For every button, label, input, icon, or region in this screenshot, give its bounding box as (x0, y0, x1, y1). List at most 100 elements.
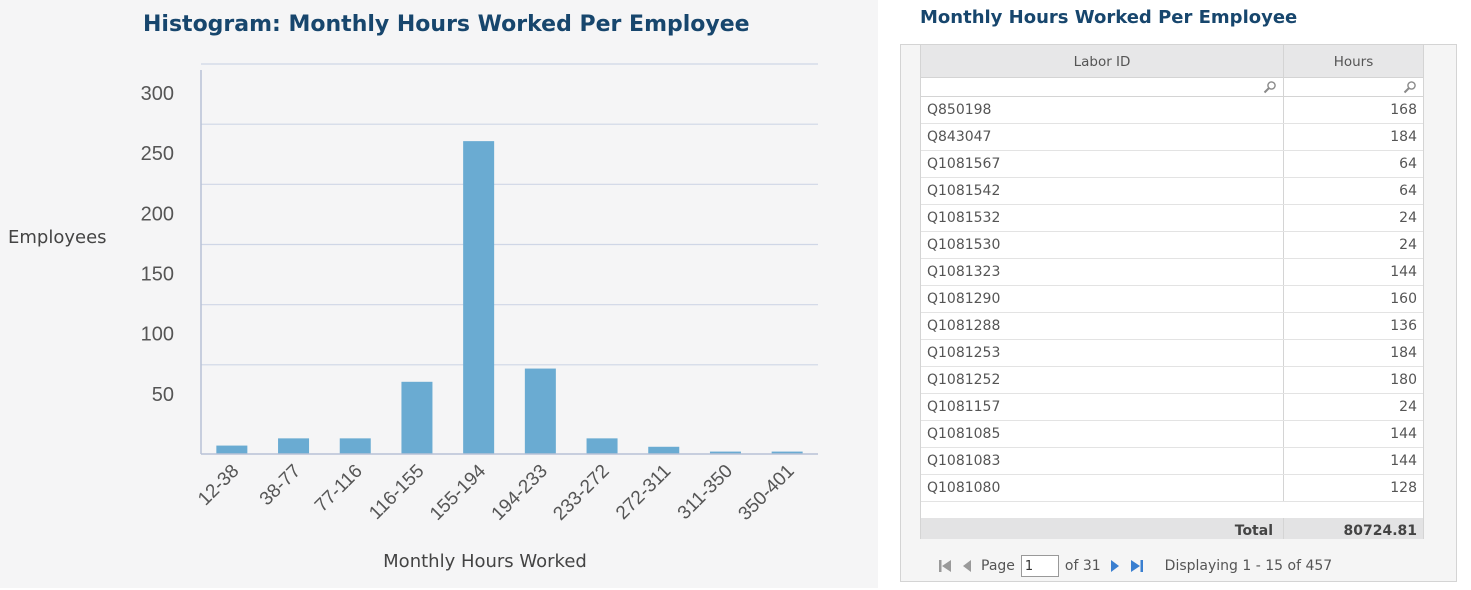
histogram-bar[interactable] (586, 438, 618, 454)
first-page-icon[interactable] (937, 558, 953, 574)
search-icon[interactable] (1403, 80, 1417, 94)
table-row[interactable]: Q1081530 24 (921, 232, 1423, 259)
y-tick-label: 100 (141, 324, 174, 346)
x-axis-ticks: 12-38 38-77 77-116116-155155-194194-233233… (194, 460, 799, 524)
x-tick-label: 116-155 (365, 461, 428, 524)
y-tick-label: 250 (141, 143, 174, 165)
x-tick-label: 155-194 (426, 460, 490, 524)
x-tick-label: 272-311 (612, 461, 675, 524)
labor-id-filter[interactable] (921, 78, 1284, 96)
total-label: Total (921, 518, 1284, 539)
labor-id-cell: Q1081080 (921, 475, 1284, 501)
histogram-bar[interactable] (216, 445, 248, 454)
table-row[interactable]: Q1081323 144 (921, 259, 1423, 286)
y-tick-label: 150 (141, 264, 174, 286)
hours-filter[interactable] (1284, 78, 1423, 96)
grid-empty-space (921, 502, 1423, 520)
labor-id-cell: Q1081530 (921, 232, 1284, 258)
table-row[interactable]: Q1081085 144 (921, 421, 1423, 448)
labor-id-cell: Q1081253 (921, 340, 1284, 366)
labor-id-cell: Q1081542 (921, 178, 1284, 204)
display-count: Displaying 1 - 15 of 457 (1164, 558, 1333, 574)
grid-panel: Labor ID Hours Q850198 168 Q843047 184 Q1081… (900, 44, 1457, 582)
page-count: of 31 (1064, 558, 1101, 574)
table-row[interactable]: Q1081567 64 (921, 151, 1423, 178)
x-tick-label: 233-272 (549, 461, 613, 525)
y-tick-label: 200 (141, 203, 174, 225)
table-row[interactable]: Q1081083 144 (921, 448, 1423, 475)
hours-cell: 144 (1390, 264, 1417, 280)
hours-cell: 24 (1399, 399, 1417, 415)
page-label: Page (981, 558, 1015, 574)
table-row[interactable]: Q843047 184 (921, 124, 1423, 151)
hours-cell: 184 (1390, 345, 1417, 361)
hours-cell: 160 (1390, 291, 1417, 307)
hours-cell: 64 (1399, 156, 1417, 172)
x-tick-label: 194-233 (488, 461, 552, 525)
x-tick-label: 38-77 (256, 461, 305, 510)
table-row[interactable]: Q1081157 24 (921, 394, 1423, 421)
labor-id-cell: Q1081567 (921, 151, 1284, 177)
histogram-bar[interactable] (648, 446, 680, 454)
table-row[interactable]: Q1081542 64 (921, 178, 1423, 205)
labor-id-cell: Q1081085 (921, 421, 1284, 447)
labor-id-cell: Q1081290 (921, 286, 1284, 312)
table-row[interactable]: Q1081290 160 (921, 286, 1423, 313)
histogram-bar[interactable] (278, 438, 310, 454)
x-tick-label: 12-38 (194, 461, 243, 510)
filter-row (921, 78, 1423, 97)
total-value: 80724.81 (1343, 523, 1417, 539)
histogram-bar[interactable] (524, 368, 556, 454)
labor-id-cell: Q1081083 (921, 448, 1284, 474)
histogram-bar[interactable] (709, 451, 741, 454)
labor-id-cell: Q1081323 (921, 259, 1284, 285)
y-tick-label: 50 (152, 384, 174, 406)
labor-id-cell: Q850198 (921, 97, 1284, 123)
x-axis-label: Monthly Hours Worked (383, 551, 587, 572)
previous-page-icon[interactable] (959, 558, 975, 574)
table-row[interactable]: Q1081288 136 (921, 313, 1423, 340)
table-row[interactable]: Q1081532 24 (921, 205, 1423, 232)
hours-cell: 180 (1390, 372, 1417, 388)
hours-cell: 24 (1399, 237, 1417, 253)
hours-cell: 64 (1399, 183, 1417, 199)
last-page-icon[interactable] (1129, 558, 1145, 574)
histogram-bar[interactable] (401, 381, 433, 454)
hours-cell: 184 (1390, 129, 1417, 145)
search-icon[interactable] (1263, 80, 1277, 94)
column-header-hours[interactable]: Hours (1333, 54, 1374, 70)
table-row[interactable]: Q1081253 184 (921, 340, 1423, 367)
chart-panel: Histogram: Monthly Hours Worked Per Empl… (8, 12, 818, 572)
labor-id-cell: Q1081157 (921, 394, 1284, 420)
next-page-icon[interactable] (1107, 558, 1123, 574)
table-row[interactable]: Q1081080 128 (921, 475, 1423, 502)
hours-cell: 144 (1390, 426, 1417, 442)
total-row: Total 80724.81 (920, 518, 1424, 539)
hours-cell: 136 (1390, 318, 1417, 334)
y-axis-label: Employees (8, 227, 107, 248)
table-row[interactable]: Q850198 168 (921, 97, 1423, 124)
pager: Page of 31 Displaying 1 - 15 of 457 (937, 552, 1332, 580)
data-grid: Labor ID Hours Q850198 168 Q843047 184 Q1081… (920, 45, 1424, 520)
page-number-input[interactable] (1020, 555, 1059, 577)
hours-cell: 144 (1390, 453, 1417, 469)
hours-cell: 128 (1390, 480, 1417, 496)
bars (216, 141, 803, 454)
y-axis-ticks: 50 100 150 200 250 300 (141, 83, 174, 406)
grid-header: Labor ID Hours (921, 45, 1423, 78)
x-tick-label: 77-116 (311, 461, 367, 517)
table-row[interactable]: Q1081252 180 (921, 367, 1423, 394)
grid-body: Q850198 168 Q843047 184 Q1081567 64 Q1081542 64… (921, 97, 1423, 502)
histogram-bar[interactable] (771, 451, 803, 454)
x-tick-label: 350-401 (735, 461, 799, 525)
hours-cell: 24 (1399, 210, 1417, 226)
histogram-bar[interactable] (463, 141, 495, 454)
gridlines (201, 63, 818, 366)
histogram-bar[interactable] (339, 438, 371, 454)
column-header-labor-id[interactable]: Labor ID (921, 45, 1284, 77)
grid-title: Monthly Hours Worked Per Employee (920, 7, 1298, 28)
labor-id-cell: Q1081288 (921, 313, 1284, 339)
histogram-chart: 50 100 150 200 250 300 12-38 38-77 77-116116-15… (8, 63, 818, 572)
chart-title: Histogram: Monthly Hours Worked Per Empl… (143, 12, 750, 37)
hours-cell: 168 (1390, 102, 1417, 118)
